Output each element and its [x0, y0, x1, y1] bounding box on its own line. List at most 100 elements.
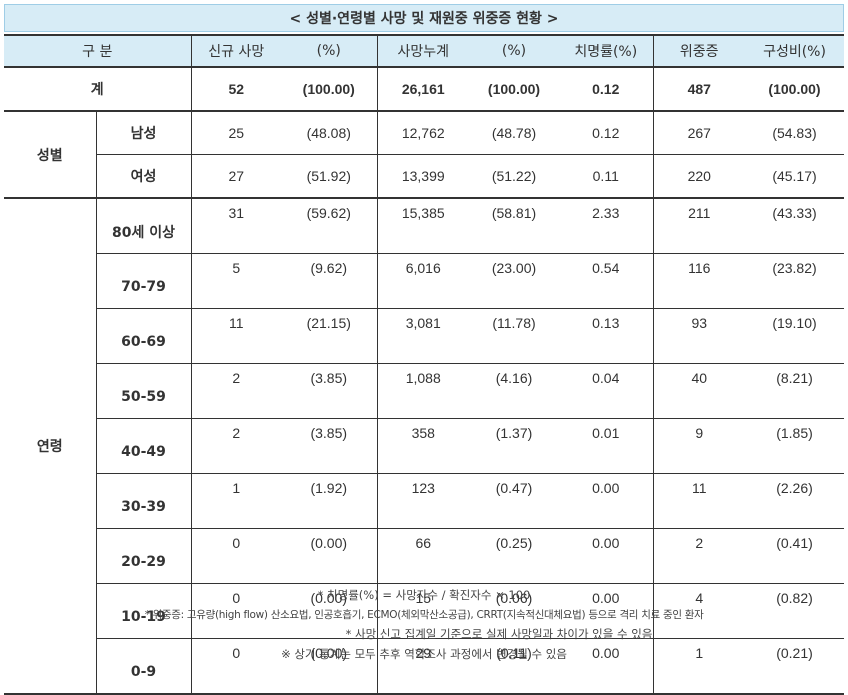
cell: 0.00 — [559, 528, 654, 584]
cell: (3.85) — [281, 418, 378, 474]
cell: 1,088 — [377, 363, 469, 419]
cell: 52 — [191, 67, 281, 112]
header-cumulative-deaths: 사망누계 — [377, 34, 469, 68]
header-critical: 위중증 — [653, 34, 745, 68]
table-row: 20-29 0 (0.00) 66 (0.25) 0.00 2 (0.41) — [4, 528, 844, 584]
header-composition: 구성비(%) — [745, 34, 844, 68]
header-row: 구 분 신규 사망 (%) 사망누계 (%) 치명률(%) 위중증 구성비(%) — [4, 34, 844, 68]
table-row: 70-79 5 (9.62) 6,016 (23.00) 0.54 116 (23.82) — [4, 253, 844, 309]
header-new-deaths-pct: (%) — [281, 34, 378, 68]
row-label: 40-49 — [96, 418, 192, 474]
group-label-sex: 성별 — [4, 111, 97, 199]
cell: 0.11 — [559, 154, 654, 199]
footnote: * 위중증: 고유량(high flow) 산소요법, 인공호흡기, ECMO(… — [144, 608, 704, 621]
cell: 0.00 — [559, 583, 654, 639]
cell: 9 — [653, 418, 745, 474]
cell: (48.78) — [469, 111, 559, 155]
cell: (21.15) — [281, 308, 378, 364]
cell: (100.00) — [469, 67, 559, 112]
cell: 220 — [653, 154, 745, 199]
cell: 116 — [653, 253, 745, 309]
cell: 3,081 — [377, 308, 469, 364]
cell: 15,385 — [377, 198, 469, 254]
group-label-age: 연령 — [4, 198, 97, 695]
total-label: 계 — [4, 67, 192, 112]
stats-table: 구 분 신규 사망 (%) 사망누계 (%) 치명률(%) 위중증 구성비(%)… — [4, 34, 844, 695]
footnote: * 치명률(%) = 사망자수 / 확진자수 × 100 — [317, 588, 531, 602]
row-label: 남성 — [96, 111, 192, 155]
cell: 27 — [191, 154, 281, 199]
cell: (45.17) — [745, 154, 844, 199]
cell: 4 — [653, 583, 745, 639]
cell: (100.00) — [281, 67, 378, 112]
cell: (0.47) — [469, 473, 559, 529]
cell: 26,161 — [377, 67, 469, 112]
cell: (54.83) — [745, 111, 844, 155]
cell: 0.00 — [559, 473, 654, 529]
header-cumulative-pct: (%) — [469, 34, 559, 68]
cell: (23.82) — [745, 253, 844, 309]
cell: 211 — [653, 198, 745, 254]
cell: (51.92) — [281, 154, 378, 199]
cell: (1.37) — [469, 418, 559, 474]
footnote: * 사망 신고 집계일 기준으로 실제 사망일과 차이가 있을 수 있음 — [345, 627, 653, 641]
cell: (0.00) — [281, 583, 378, 639]
cell: (0.25) — [469, 528, 559, 584]
table-row: 40-49 2 (3.85) 358 (1.37) 0.01 9 (1.85) — [4, 418, 844, 474]
cell: 25 — [191, 111, 281, 155]
cell: (23.00) — [469, 253, 559, 309]
footnote: ※ 상기 통계는 모두 추후 역학조사 과정에서 변경될 수 있음 — [281, 646, 567, 661]
cell: 66 — [377, 528, 469, 584]
table-row: 성별 남성 25 (48.08) 12,762 (48.78) 0.12 267… — [4, 111, 844, 199]
cell: 31 — [191, 198, 281, 254]
header-category: 구 분 — [4, 34, 192, 68]
cell: (0.00) — [281, 528, 378, 584]
cell: 123 — [377, 473, 469, 529]
cell: 0.54 — [559, 253, 654, 309]
header-fatality-rate: 치명률(%) — [559, 34, 654, 68]
cell: (19.10) — [745, 308, 844, 364]
cell: 0.12 — [559, 111, 654, 155]
cell: 0.13 — [559, 308, 654, 364]
cell: 40 — [653, 363, 745, 419]
total-row: 계 52 (100.00) 26,161 (100.00) 0.12 487 (… — [4, 67, 844, 112]
cell: 13,399 — [377, 154, 469, 199]
table-row: 60-69 11 (21.15) 3,081 (11.78) 0.13 93 (19.10) — [4, 308, 844, 364]
row-label: 20-29 — [96, 528, 192, 584]
cell: (3.85) — [281, 363, 378, 419]
cell: 11 — [191, 308, 281, 364]
cell: 0.12 — [559, 67, 654, 112]
row-label: 30-39 — [96, 473, 192, 529]
cell: (1.92) — [281, 473, 378, 529]
footnotes: * 치명률(%) = 사망자수 / 확진자수 × 100 * 위중증: 고유량(… — [4, 586, 844, 664]
cell: (100.00) — [745, 67, 844, 112]
row-label: 60-69 — [96, 308, 192, 364]
cell: (11.78) — [469, 308, 559, 364]
row-label: 70-79 — [96, 253, 192, 309]
table-title: < 성별·연령별 사망 및 재원중 위중증 현황 > — [4, 4, 844, 32]
cell: 0.01 — [559, 418, 654, 474]
cell: 2 — [191, 363, 281, 419]
cell: 6,016 — [377, 253, 469, 309]
cell: 0 — [191, 583, 281, 639]
cell: (43.33) — [745, 198, 844, 254]
cell: (0.41) — [745, 528, 844, 584]
cell: (9.62) — [281, 253, 378, 309]
cell: 0 — [191, 528, 281, 584]
table-row: 10-19 0 (0.00) 15 (0.06) 0.00 4 (0.82) — [4, 583, 844, 639]
cell: (0.06) — [469, 583, 559, 639]
cell: (4.16) — [469, 363, 559, 419]
cell: (0.82) — [745, 583, 844, 639]
row-label: 10-19 — [96, 583, 192, 639]
cell: 0.04 — [559, 363, 654, 419]
cell: 5 — [191, 253, 281, 309]
table-row: 여성 27 (51.92) 13,399 (51.22) 0.11 220 (4… — [4, 154, 844, 199]
row-label: 80세 이상 — [96, 198, 192, 254]
row-label: 여성 — [96, 154, 192, 199]
table-row: 연령 80세 이상 31 (59.62) 15,385 (58.81) 2.33 211 (43… — [4, 198, 844, 695]
cell: (2.26) — [745, 473, 844, 529]
cell: 2 — [653, 528, 745, 584]
cell: (58.81) — [469, 198, 559, 254]
cell: (8.21) — [745, 363, 844, 419]
cell: 267 — [653, 111, 745, 155]
